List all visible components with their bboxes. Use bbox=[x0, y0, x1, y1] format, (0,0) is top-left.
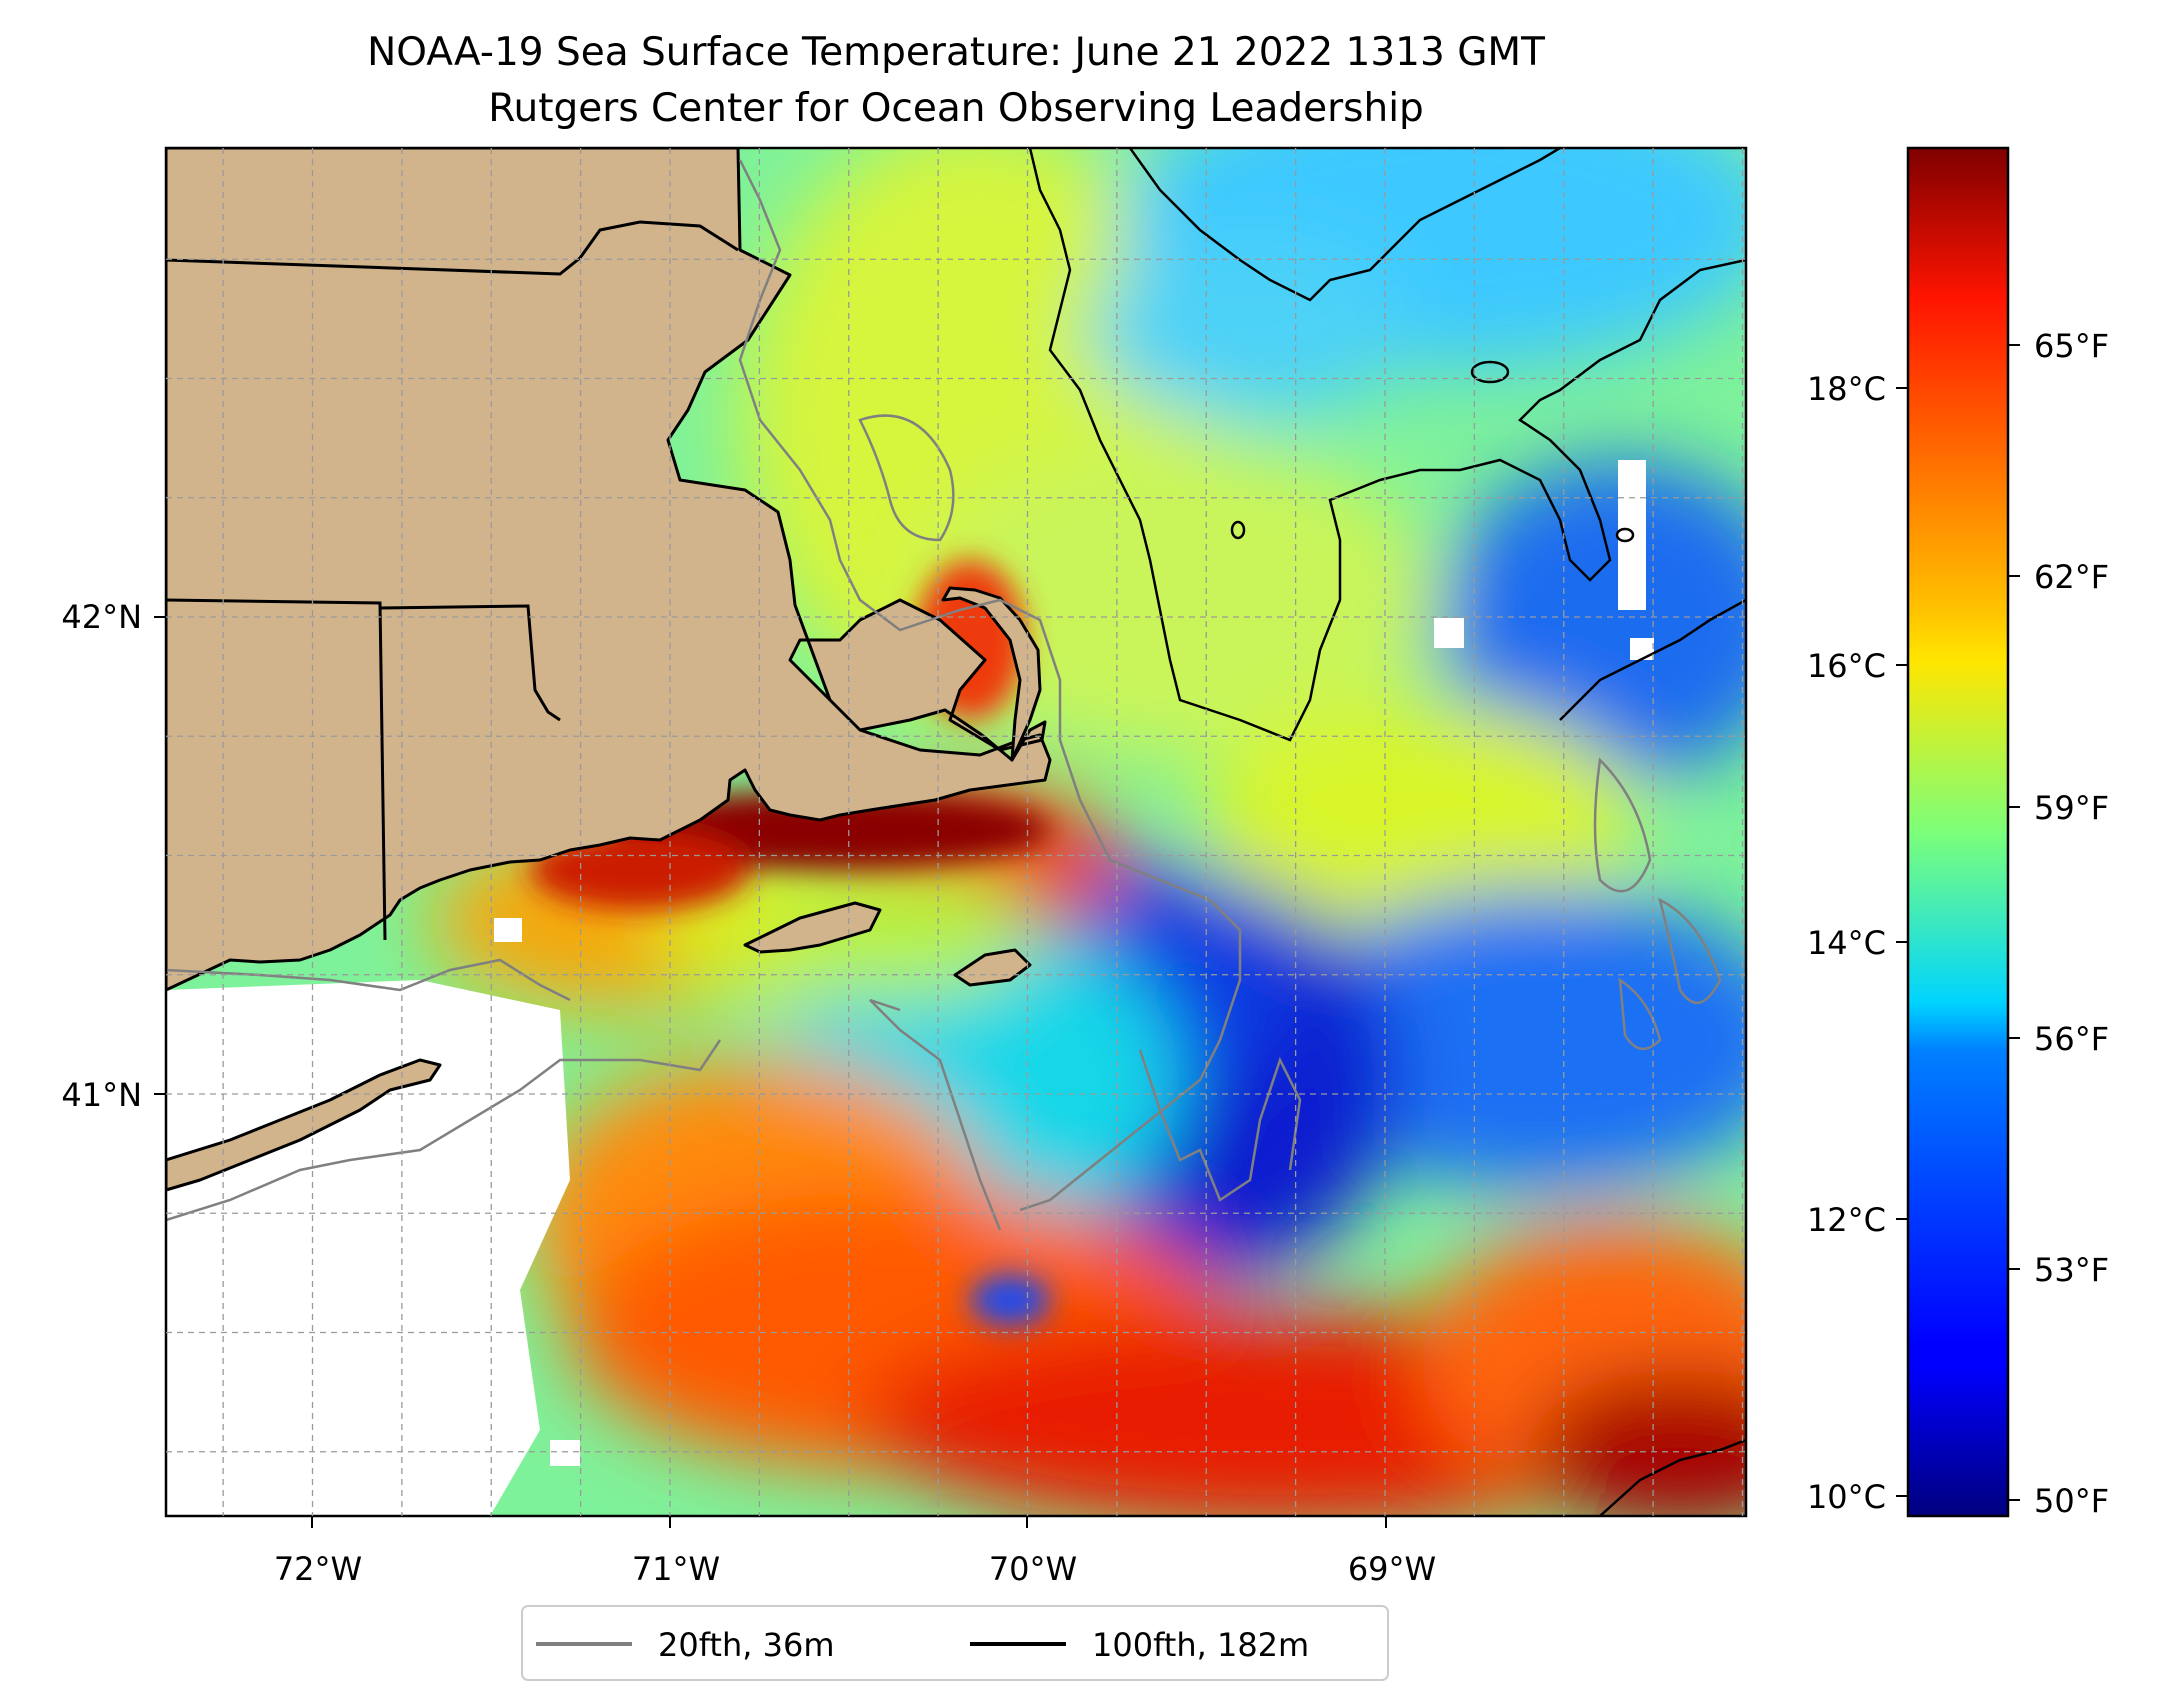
lon-tick-69w: 69°W bbox=[1348, 1550, 1436, 1588]
colorbar-tick-18c: 18°C bbox=[1807, 370, 1886, 408]
map-frame bbox=[164, 146, 1748, 1518]
lat-tick-labels: 42°N 41°N bbox=[61, 598, 166, 1114]
map-gridlines bbox=[166, 148, 1746, 1516]
colorbar-tick-53f: 53°F bbox=[2034, 1251, 2109, 1289]
lat-tick-41n: 41°N bbox=[61, 1076, 142, 1114]
colorbar-tick-12c: 12°C bbox=[1807, 1201, 1886, 1239]
lon-tick-labels: 72°W 71°W 70°W 69°W bbox=[274, 1516, 1436, 1588]
colorbar-tick-59f: 59°F bbox=[2034, 789, 2109, 827]
cape-cod bbox=[941, 586, 1042, 762]
marthas-vineyard bbox=[743, 901, 882, 954]
map-panel bbox=[166, 148, 1746, 1516]
colorbar-gradient bbox=[1906, 146, 2010, 1518]
lon-tick-71w: 71°W bbox=[632, 1550, 720, 1588]
contour-20fth bbox=[166, 159, 1722, 1231]
legend-label-100fth: 100fth, 182m bbox=[1092, 1626, 1309, 1664]
sst-temperature-blobs bbox=[430, 148, 1746, 1516]
lat-tick-42n: 42°N bbox=[61, 598, 142, 636]
map-title-line1: NOAA-19 Sea Surface Temperature: June 21… bbox=[367, 30, 1545, 75]
lon-tick-70w: 70°W bbox=[989, 1550, 1077, 1588]
colorbar-tick-56f: 56°F bbox=[2034, 1020, 2109, 1058]
legend-box bbox=[521, 1605, 1389, 1681]
lon-tick-72w: 72°W bbox=[274, 1550, 362, 1588]
colorbar-tick-65f: 65°F bbox=[2034, 327, 2109, 365]
long-island bbox=[166, 1058, 442, 1192]
land-areas bbox=[166, 148, 1052, 1192]
state-borders bbox=[166, 220, 739, 941]
missing-data-patches bbox=[166, 460, 1654, 1516]
colorbar-tick-16c: 16°C bbox=[1807, 647, 1886, 685]
colorbar-fahrenheit-ticks: 50°F 53°F 56°F 59°F 62°F 65°F bbox=[2008, 327, 2109, 1520]
new-england-land bbox=[166, 148, 1052, 992]
colorbar: 10°C 12°C 14°C 16°C 18°C 50°F 53°F 56°F … bbox=[1807, 146, 2109, 1520]
colorbar-tick-50f: 50°F bbox=[2034, 1482, 2109, 1520]
legend-label-20fth: 20fth, 36m bbox=[658, 1626, 834, 1664]
contour-100fth bbox=[1028, 148, 1746, 1516]
colorbar-celsius-ticks: 10°C 12°C 14°C 16°C 18°C bbox=[1807, 370, 1908, 1516]
nantucket bbox=[953, 948, 1032, 987]
colorbar-tick-62f: 62°F bbox=[2034, 558, 2109, 596]
map-title-line2: Rutgers Center for Ocean Observing Leade… bbox=[488, 86, 1424, 131]
colorbar-tick-10c: 10°C bbox=[1807, 1478, 1886, 1516]
legend: 20fth, 36m 100fth, 182m bbox=[521, 1605, 1389, 1681]
colorbar-tick-14c: 14°C bbox=[1807, 924, 1886, 962]
